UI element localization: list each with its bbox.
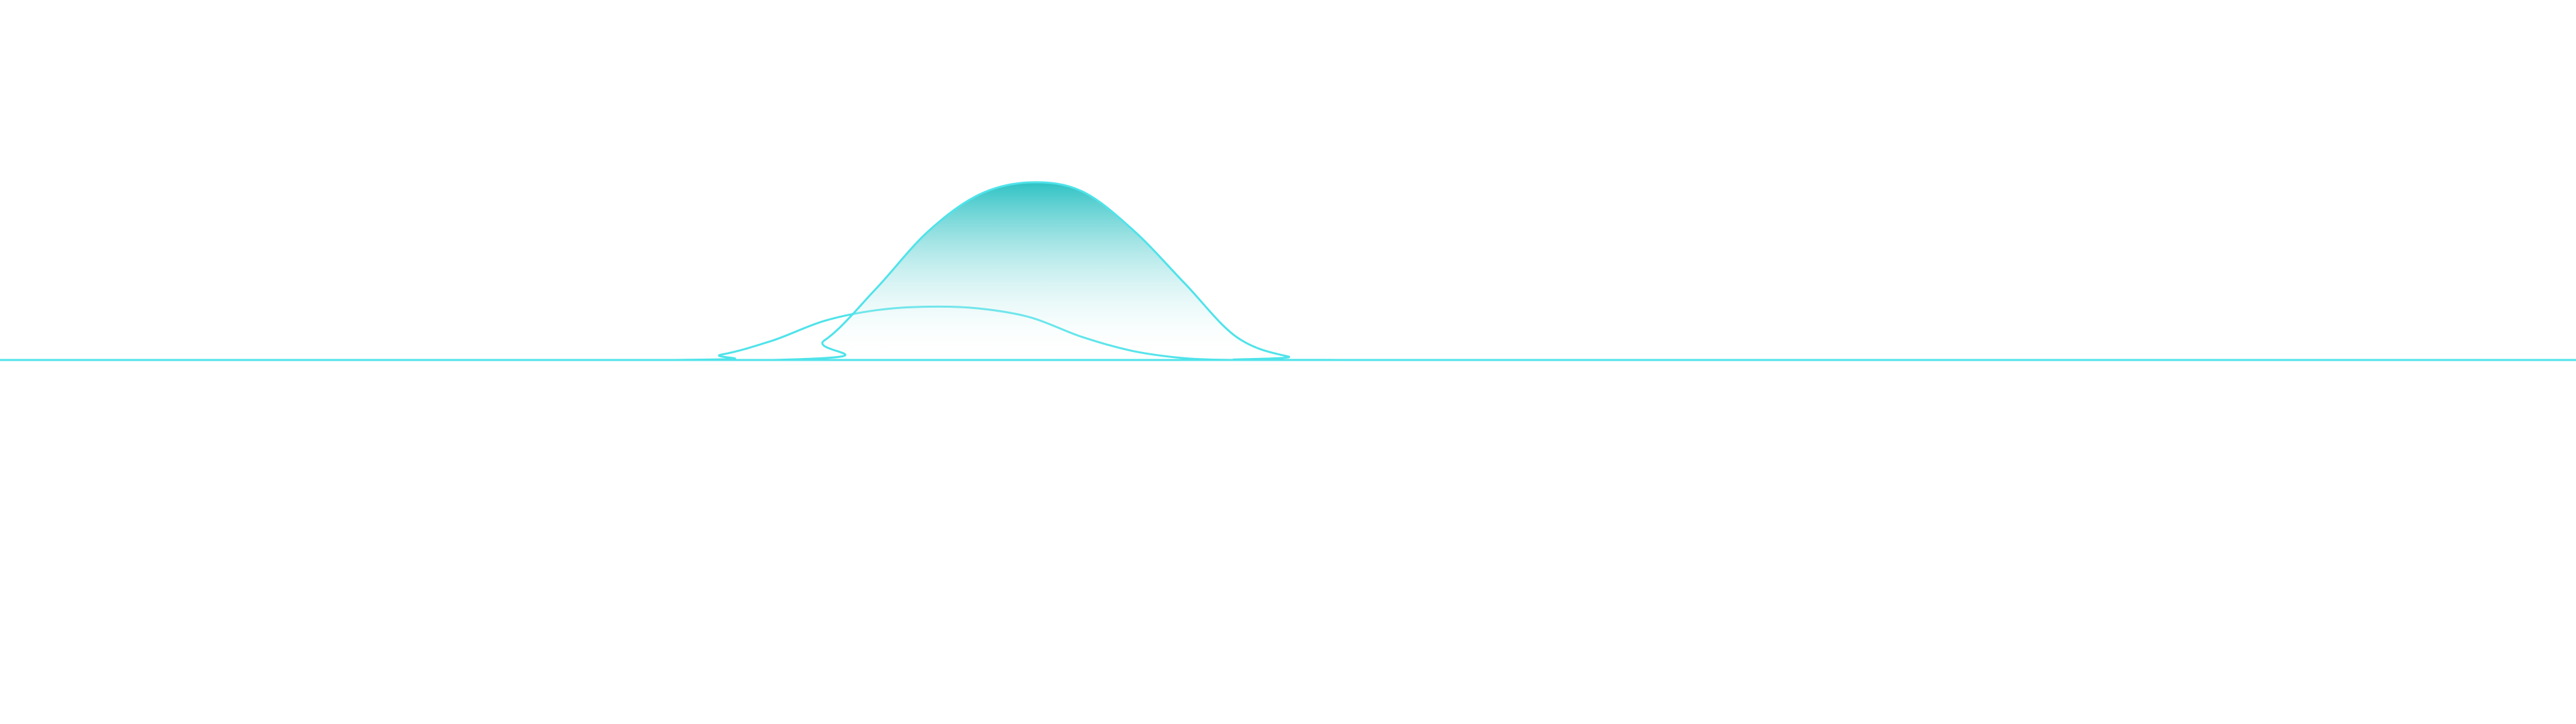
series-1-line [0,181,2576,361]
series-0-line [0,305,2576,361]
series-1-area [0,182,2576,360]
